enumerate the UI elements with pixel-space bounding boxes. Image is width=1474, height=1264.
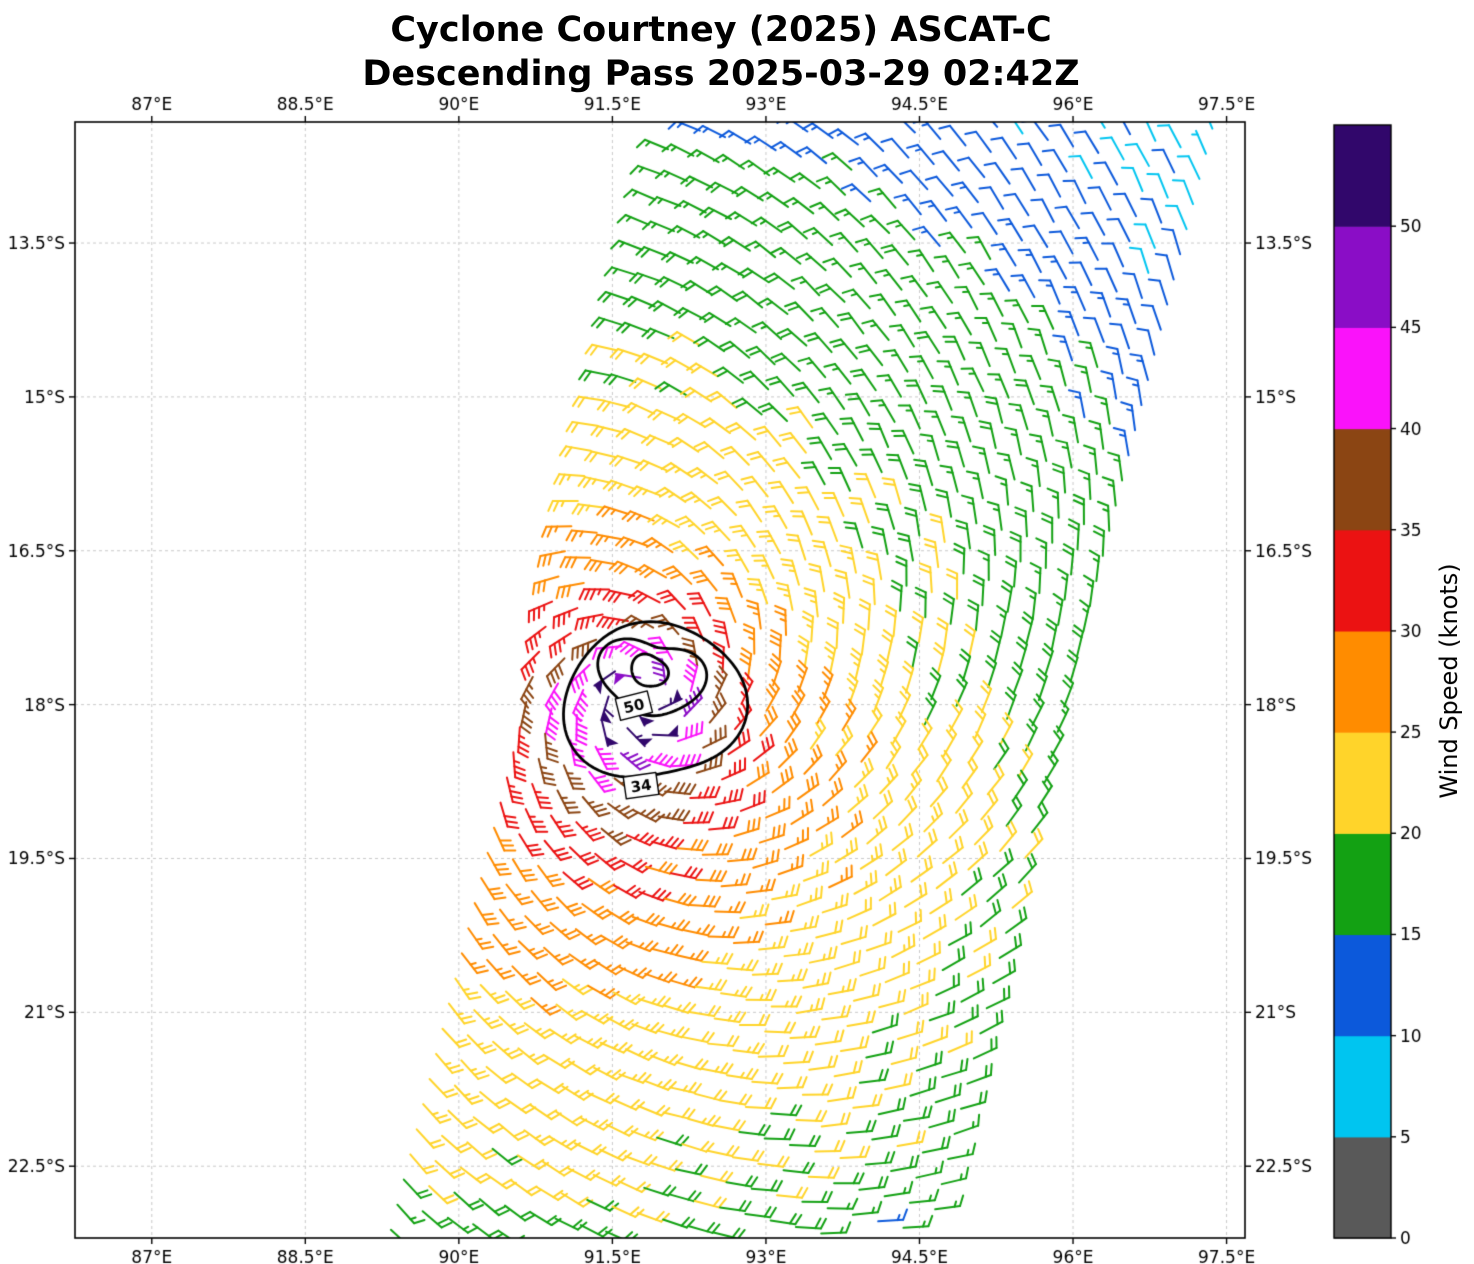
chart-title-line1: Cyclone Courtney (2025) ASCAT-C: [390, 10, 1052, 50]
chart-title-line2: Descending Pass 2025-03-29 02:42Z: [362, 54, 1080, 94]
colorbar-axis-label: Wind Speed (knots): [1435, 563, 1463, 799]
chart-title: Cyclone Courtney (2025) ASCAT-C Descendi…: [0, 8, 1442, 96]
